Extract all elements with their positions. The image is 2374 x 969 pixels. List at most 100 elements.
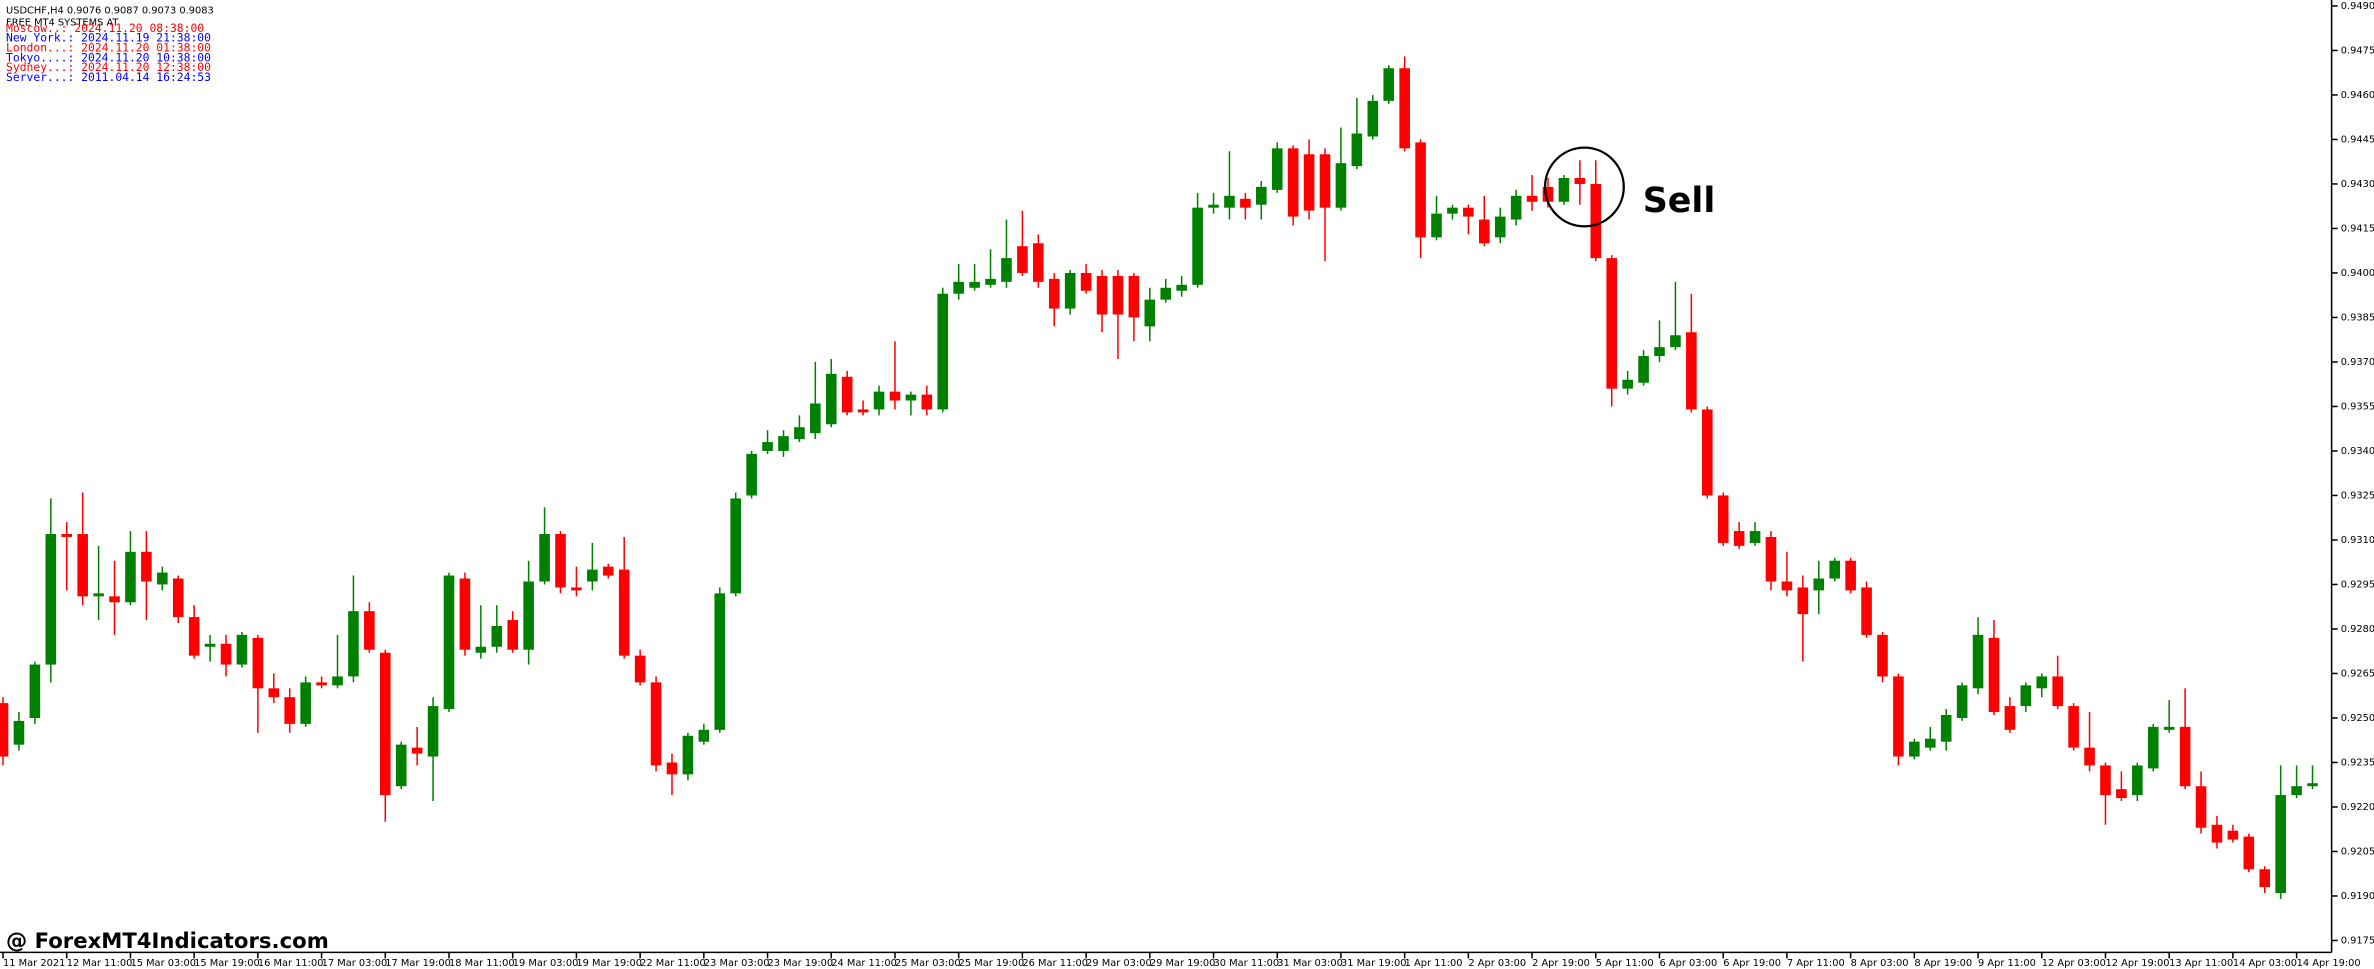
candle-body [1797,587,1809,615]
candle-body [889,391,901,401]
candle-body [778,436,789,451]
y-tick-label: 0.9205 [2341,846,2374,857]
candle-body [1829,560,1841,579]
x-tick-label: 6 Apr 03:00 [1659,958,1717,969]
candle-body [1303,154,1315,211]
x-tick-label: 23 Mar 19:00 [768,958,834,969]
y-tick-label: 0.9340 [2341,446,2374,457]
candle-body [1717,495,1729,543]
candle-body [1192,207,1203,285]
candle-body [1176,284,1187,291]
candle-body [1463,207,1474,217]
candle-body [1526,195,1538,202]
candle-body [316,682,327,686]
candle-body [1447,207,1458,214]
candle-body [1399,68,1410,149]
candle-body [825,373,837,425]
candle-body [77,534,88,597]
candle-body [2036,676,2048,689]
candle-body [857,409,869,413]
candle-body [379,652,391,796]
clock-line: London...: 2024.11.20 01:38:00 [6,40,211,54]
candle-body [443,575,455,710]
y-tick-label: 0.9265 [2341,668,2374,679]
candle-body [252,637,264,689]
x-tick-label: 8 Apr 19:00 [1914,958,1972,969]
candle-body [93,593,104,597]
candle-body [921,394,933,410]
candle-body [1128,275,1140,318]
candle-body [157,572,168,585]
candle-body [411,747,423,754]
x-tick-label: 19 Mar 19:00 [576,958,642,969]
candle-body [682,735,694,775]
candle-body [1415,142,1426,238]
candle-body [2243,836,2255,870]
candle-body [1781,581,1793,591]
x-tick-label: 9 Apr 11:00 [1978,958,2036,969]
candle-body [1845,560,1856,591]
candle-body [13,720,25,745]
candle-body [618,569,630,656]
y-tick-label: 0.9445 [2341,134,2374,145]
x-tick-label: 17 Mar 19:00 [385,958,451,969]
x-tick-label: 29 Mar 19:00 [1150,958,1216,969]
candle-body [1574,178,1586,184]
candle-body [523,581,534,650]
candle-body [1144,299,1156,327]
x-tick-label: 2 Apr 19:00 [1532,958,1590,969]
x-tick-label: 2 Apr 03:00 [1468,958,1526,969]
y-tick-label: 0.9475 [2341,45,2374,56]
candle-body [1765,536,1777,582]
x-tick-label: 15 Mar 19:00 [194,958,260,969]
candle-body [2275,795,2286,894]
y-tick-label: 0.9295 [2341,579,2374,590]
candle-body [1208,204,1219,208]
candle-body [1335,163,1347,208]
candle-body [1972,634,1984,689]
candle-body [348,611,359,677]
candle-body [1351,133,1363,167]
x-tick-label: 11 Mar 2021 [3,958,65,969]
candle-body [571,587,582,591]
candle-body [2179,726,2191,787]
y-tick-label: 0.9310 [2341,535,2374,546]
candle-body [762,442,773,451]
candle-body [937,293,949,410]
clock-line: Sydney...: 2024.11.20 12:38:00 [6,60,211,74]
candle-body [1431,213,1442,238]
candle-body [300,682,311,724]
candle-body [873,391,885,410]
annotation: Sell [1643,181,1716,221]
candle-body [1256,186,1267,205]
candle-body [1733,531,1745,546]
x-tick-label: 26 Mar 11:00 [1022,958,1088,969]
candle-body [395,744,407,787]
x-tick-label: 30 Mar 11:00 [1214,958,1280,969]
candle-body [459,578,471,650]
candle-body [1893,676,1904,757]
x-tick-label: 22 Mar 11:00 [640,958,706,969]
candle-body [1160,287,1172,300]
candle-body [2227,830,2239,840]
x-tick-label: 25 Mar 03:00 [895,958,961,969]
candle-body [268,688,280,698]
candle-body [1112,275,1124,315]
candle-body [1017,246,1028,273]
y-tick-label: 0.9250 [2341,713,2374,724]
candle-body [507,620,519,650]
candle-body [2068,706,2079,748]
candle-body [284,697,296,724]
candle-body [730,498,741,594]
y-tick-label: 0.9325 [2341,490,2374,501]
candle-body [905,394,917,401]
candle-body [1494,216,1506,238]
candle-body [634,655,646,683]
candle-body [1542,186,1554,202]
x-tick-label: 29 Mar 03:00 [1086,958,1152,969]
x-tick-label: 15 Mar 03:00 [130,958,196,969]
candle-body [1080,272,1092,291]
candle-body [204,643,216,647]
candle-body [666,762,678,775]
candle-body [2163,726,2175,730]
